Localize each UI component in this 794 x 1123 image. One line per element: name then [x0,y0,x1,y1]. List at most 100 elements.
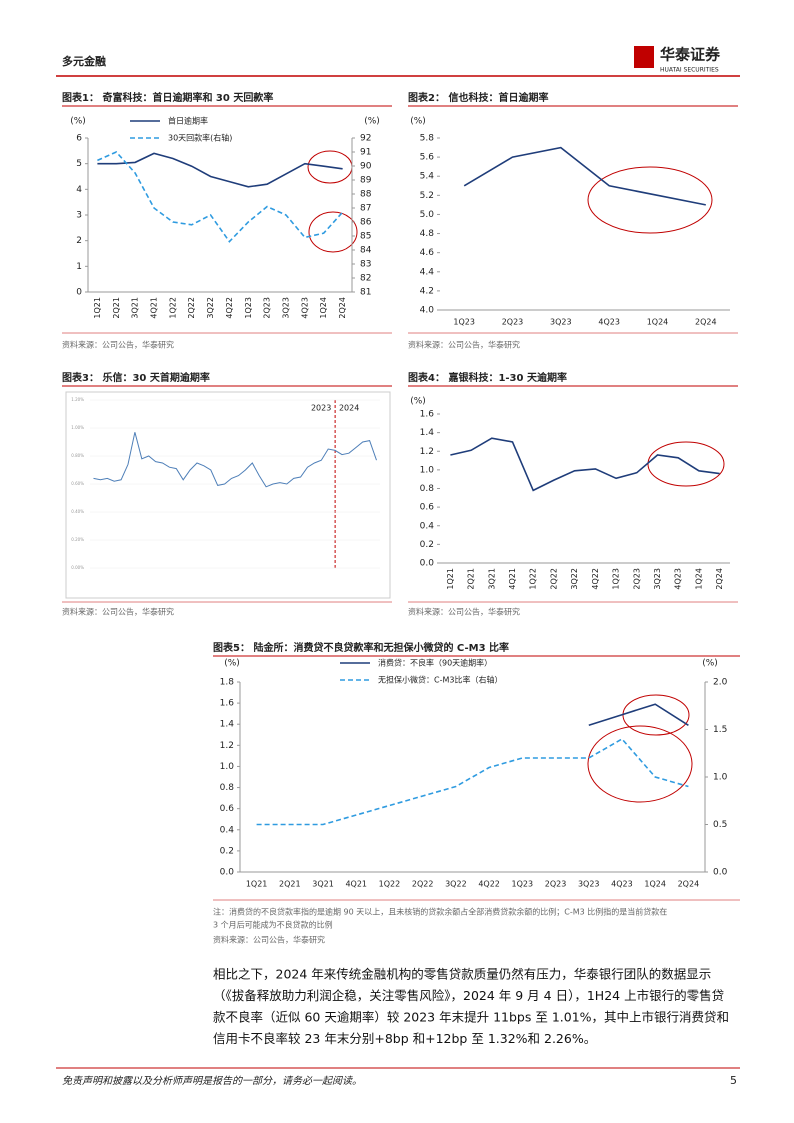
series-line [93,432,377,488]
chart-title: 图表3： 乐信：30 天首期逾期率 [62,371,210,384]
x-tick-label: 2Q21 [279,880,301,889]
source: 资料来源：公司公告，华泰研究 [62,340,174,350]
x-tick-label: 4Q23 [300,297,309,319]
y2-tick-label: 2.0 [713,678,728,688]
x-tick-label: 1Q24 [647,318,669,327]
y2-tick-label: 0.0 [713,868,728,878]
y-tick-label: 3 [76,211,82,221]
x-tick-label: 4Q21 [345,880,367,889]
series-line [463,146,706,206]
y2-tick-label: 1.0 [713,773,728,783]
y-tick-label: 0.0 [220,868,235,878]
y-tick-label: 1.2 [220,741,234,751]
legend-label: 消费贷：不良率（90天逾期率） [378,658,492,668]
x-tick-label: 3Q23 [578,880,600,889]
x-tick-label: 3Q21 [312,880,334,889]
y-tick-label: 1.0 [420,465,435,475]
x-tick-label: 1Q21 [446,568,455,590]
y-tick-label: 1.6 [220,699,235,709]
x-tick-label: 1Q23 [512,880,534,889]
y-tick-label: 0.40% [71,509,84,514]
x-tick-label: 4Q23 [598,318,620,327]
series-line [450,437,720,492]
x-tick-label: 3Q23 [653,568,662,590]
y-tick-label: 0.6 [220,804,235,814]
x-tick-label: 2Q22 [187,297,196,319]
body-line: （《拔备释放助力利润企稳，关注零售风险》，2024 年 9 月 4 日），1H2… [213,988,724,1003]
x-tick-label: 4Q22 [478,880,500,889]
y-tick-label: 4.8 [420,229,435,239]
y2-tick-label: 81 [360,288,371,298]
body-line: 款不良率（近似 60 天逾期率）较 2023 年末提升 11bps 至 1.01… [213,1010,729,1025]
highlight [622,694,690,736]
y-tick-label: 0.6 [420,503,435,513]
x-tick-label: 3Q21 [487,568,496,590]
x-tick-label: 4Q23 [674,568,683,590]
y-tick-label: 1.8 [220,678,235,688]
legend-label: 首日逾期率 [168,116,208,126]
logo-icon [634,46,654,68]
y-tick-label: 0.0 [420,559,435,569]
y-tick-label: 6 [76,134,82,144]
y2-unit: (%) [364,117,380,127]
y-tick-label: 1 [76,262,82,272]
y-tick-label: 0.2 [420,540,434,550]
y-unit: (%) [70,117,86,127]
highlight [587,166,713,234]
source: 资料来源：公司公告，华泰研究 [408,607,520,617]
x-tick-label: 2Q24 [678,880,700,889]
x-tick-label: 2Q23 [502,318,524,327]
y-tick-label: 0.2 [220,846,234,856]
highlight [308,211,358,253]
y-tick-label: 0.20% [71,537,84,542]
y-tick-label: 4.0 [420,306,435,316]
y-tick-label: 0.8 [420,484,435,494]
body-line: 相比之下，2024 年来传统金融机构的零售贷款质量仍然有压力，华泰银行团队的数据… [213,967,711,982]
x-tick-label: 1Q21 [246,880,268,889]
series-line [97,152,343,188]
y-tick-label: 5.0 [420,210,435,220]
series-line [588,703,689,727]
y-tick-label: 1.00% [71,425,84,430]
x-tick-label: 4Q21 [508,568,517,590]
y2-tick-label: 88 [360,190,372,200]
image-frame [65,391,391,599]
y-tick-label: 4.2 [420,286,434,296]
x-tick-label: 2Q22 [549,568,558,590]
chart-title: 图表2： 信也科技：首日逾期率 [408,91,548,104]
x-tick-label: 1Q21 [93,297,102,319]
note: 注：消费贷的不良贷款率指的是逾期 90 天以上，且未核销的贷款余额占全部消费贷款… [213,907,667,917]
x-tick-label: 3Q22 [445,880,467,889]
source: 资料来源：公司公告，华泰研究 [62,607,174,617]
highlight [587,725,693,803]
disclaimer: 免责声明和披露以及分析师声明是报告的一部分，请务必一起阅读。 [62,1075,362,1087]
highlight [647,441,725,487]
x-tick-label: 3Q22 [206,297,215,319]
x-tick-label: 2Q23 [545,880,567,889]
x-tick-label: 2Q24 [338,297,347,319]
y-unit: (%) [410,397,426,407]
y2-unit: (%) [702,659,718,669]
logo-en: HUATAI SECURITIES [660,67,719,74]
x-tick-label: 2Q21 [467,568,476,590]
x-tick-label: 1Q22 [168,297,177,319]
y-tick-label: 0.4 [220,825,235,835]
y-tick-label: 4 [76,185,82,195]
x-tick-label: 1Q23 [612,568,621,590]
y-tick-label: 0.8 [220,783,235,793]
x-tick-label: 3Q22 [570,568,579,590]
x-tick-label: 1Q24 [644,880,666,889]
y-tick-label: 1.6 [420,410,435,420]
y-unit: (%) [410,117,426,127]
y-tick-label: 5.6 [420,153,435,163]
y-tick-label: 5.2 [420,191,434,201]
series-line [97,151,344,243]
y-tick-label: 0.4 [420,521,435,531]
x-tick-label: 1Q23 [453,318,475,327]
y2-tick-label: 84 [360,246,372,256]
y-tick-label: 1.20% [71,397,84,402]
x-tick-label: 2Q23 [632,568,641,590]
y2-tick-label: 89 [360,176,372,186]
chart-title: 图表1： 奇富科技：首日逾期率和 30 天回款率 [62,91,273,104]
y2-tick-label: 92 [360,134,371,144]
